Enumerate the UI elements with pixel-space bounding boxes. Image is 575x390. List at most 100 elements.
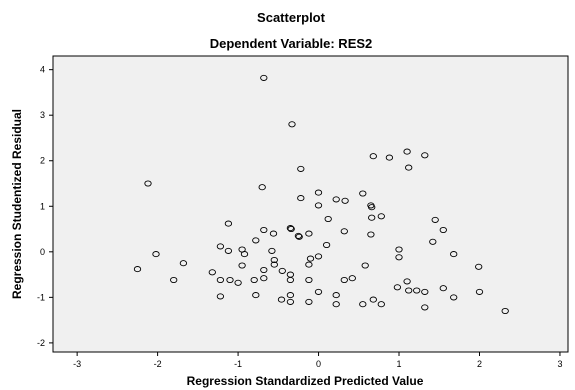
- data-point: [286, 276, 295, 284]
- data-point: [286, 298, 295, 305]
- data-point: [395, 254, 403, 261]
- data-point: [297, 195, 305, 202]
- data-point: [369, 153, 377, 160]
- data-point: [421, 152, 429, 159]
- data-point: [286, 225, 295, 232]
- x-tick-label: -3: [73, 359, 81, 369]
- data-point: [252, 237, 260, 244]
- data-point: [377, 213, 385, 220]
- data-point: [385, 154, 394, 161]
- y-tick-label: 1: [40, 201, 45, 211]
- y-tick-label: 4: [40, 65, 45, 75]
- data-point: [260, 74, 268, 81]
- y-tick-label: 2: [40, 156, 45, 166]
- y-tick-label: 3: [40, 110, 45, 120]
- data-point: [368, 204, 376, 211]
- x-tick-label: 1: [397, 359, 402, 369]
- data-point: [297, 165, 305, 172]
- data-point: [295, 233, 303, 240]
- x-tick-label: 0: [316, 359, 321, 369]
- data-point: [429, 238, 437, 245]
- data-point: [260, 266, 268, 274]
- data-point: [152, 251, 160, 258]
- data-point: [216, 276, 225, 284]
- data-point: [475, 263, 483, 270]
- data-point: [501, 307, 509, 315]
- data-point: [361, 262, 369, 269]
- data-point: [395, 246, 403, 253]
- data-point: [170, 276, 178, 284]
- data-point: [305, 298, 313, 305]
- data-point: [268, 247, 276, 254]
- data-point: [305, 261, 313, 268]
- data-point: [369, 296, 377, 303]
- data-point: [314, 288, 323, 295]
- data-point: [226, 276, 234, 284]
- data-point: [224, 247, 233, 254]
- data-point: [368, 214, 376, 221]
- data-point: [250, 276, 258, 284]
- x-tick-label: -1: [234, 359, 242, 369]
- data-point: [314, 202, 323, 209]
- data-point: [439, 285, 447, 292]
- data-point: [450, 294, 458, 301]
- data-point: [270, 261, 278, 268]
- data-point: [450, 251, 458, 258]
- data-point: [305, 276, 313, 284]
- data-point: [341, 197, 349, 204]
- data-point: [393, 284, 402, 291]
- data-point: [421, 304, 429, 311]
- data-point: [278, 267, 286, 274]
- data-point: [475, 288, 484, 295]
- data-point: [305, 230, 313, 237]
- data-point: [252, 292, 260, 299]
- chart-subtitle: Dependent Variable: RES2: [210, 36, 373, 51]
- data-point: [286, 292, 295, 299]
- data-point: [144, 180, 152, 187]
- data-point: [294, 232, 303, 239]
- data-point: [413, 287, 421, 294]
- data-point: [270, 256, 278, 264]
- data-points: [133, 74, 509, 315]
- data-point: [269, 230, 278, 237]
- data-point: [359, 301, 367, 308]
- chart-title: Scatterplot: [257, 10, 326, 25]
- data-point: [377, 301, 385, 308]
- data-point: [314, 189, 323, 196]
- data-point: [240, 251, 249, 258]
- data-point: [133, 266, 142, 273]
- y-axis-label: Regression Studentized Residual: [10, 109, 24, 299]
- data-point: [324, 215, 332, 223]
- data-point: [179, 260, 188, 267]
- data-point: [234, 279, 242, 286]
- data-point: [224, 220, 233, 227]
- data-point: [216, 293, 225, 300]
- data-point: [287, 225, 295, 233]
- data-point: [306, 255, 315, 262]
- y-axis: -2 -1 0 1 2 3 4: [37, 65, 53, 348]
- data-point: [359, 190, 367, 197]
- data-point: [216, 243, 225, 250]
- data-point: [208, 269, 216, 276]
- data-point: [405, 164, 413, 171]
- data-point: [332, 301, 340, 308]
- data-point: [403, 278, 411, 285]
- data-point: [439, 226, 447, 234]
- data-point: [258, 184, 266, 191]
- y-tick-label: -1: [37, 292, 45, 302]
- data-point: [405, 287, 413, 294]
- data-point: [288, 121, 296, 128]
- data-point: [403, 148, 411, 155]
- x-axis-label: Regression Standardized Predicted Value: [187, 374, 424, 388]
- y-tick-label: 0: [40, 247, 45, 257]
- y-tick-label: -2: [37, 338, 45, 348]
- data-point: [421, 288, 429, 295]
- data-point: [277, 296, 286, 303]
- data-point: [314, 253, 323, 260]
- data-point: [348, 275, 356, 282]
- data-point: [332, 196, 340, 203]
- data-point: [260, 275, 268, 282]
- data-point: [238, 262, 246, 269]
- data-point: [431, 216, 439, 223]
